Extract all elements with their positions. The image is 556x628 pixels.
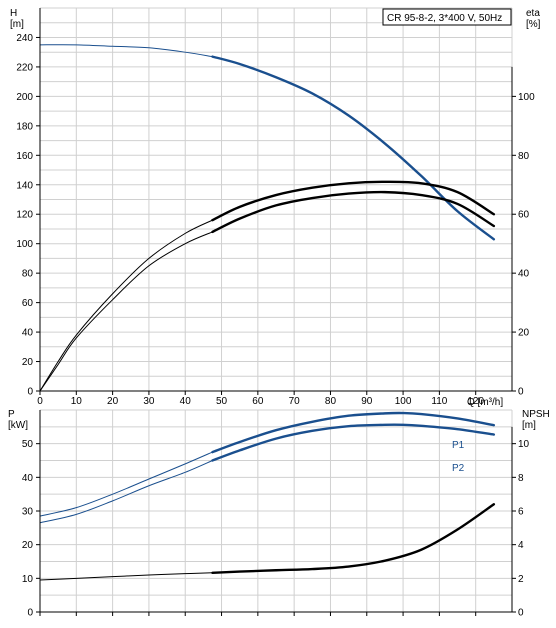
y-tick-label: 140 bbox=[16, 180, 33, 191]
x-tick-label: 100 bbox=[395, 396, 412, 407]
y-tick-label: 40 bbox=[22, 328, 34, 339]
eta-lower-curve-line bbox=[211, 190, 496, 234]
y-tick-label: 80 bbox=[22, 269, 34, 280]
npsh-tick-label: 2 bbox=[518, 574, 524, 585]
npsh-tick-label: 8 bbox=[518, 473, 524, 484]
npsh-tick-label: 4 bbox=[518, 540, 524, 551]
upper-series bbox=[39, 44, 496, 392]
series-label-p2: P2 bbox=[452, 463, 465, 474]
x-tick-label: 20 bbox=[107, 396, 119, 407]
lower-y2-label: NPSH [m] bbox=[522, 409, 550, 431]
x-tick-label: 90 bbox=[361, 396, 373, 407]
p-tick-label: 0 bbox=[27, 608, 33, 619]
series-label-p1: P1 bbox=[452, 440, 465, 451]
p-tick-label: 30 bbox=[22, 507, 34, 518]
title-box bbox=[382, 8, 512, 26]
p2-curve-line bbox=[211, 423, 496, 462]
y2-tick-label: 20 bbox=[518, 328, 530, 339]
x-tick-label: 30 bbox=[143, 396, 155, 407]
y-tick-label: 60 bbox=[22, 298, 34, 309]
npsh-tick-label: 6 bbox=[518, 507, 524, 518]
eta-lower-curve-thin bbox=[39, 231, 213, 392]
y2-tick-label: 80 bbox=[518, 151, 530, 162]
x-tick-label: 40 bbox=[180, 396, 192, 407]
npsh-curve-line bbox=[211, 503, 496, 574]
x-tick-label: 110 bbox=[431, 396, 447, 407]
y-tick-label: 160 bbox=[16, 151, 33, 162]
npsh-curve-thin bbox=[39, 572, 213, 581]
p1-curve-thin bbox=[39, 451, 213, 517]
lower-y-label: P [kW] bbox=[8, 409, 28, 431]
y-tick-label: 240 bbox=[16, 33, 33, 44]
p-tick-label: 10 bbox=[22, 574, 34, 585]
x-axis-label: Q [m³/h] bbox=[467, 397, 503, 408]
x-tick-label: 50 bbox=[216, 396, 228, 407]
x-tick-label: 70 bbox=[289, 396, 301, 407]
p1-curve-line bbox=[211, 411, 496, 454]
p-tick-label: 40 bbox=[22, 473, 34, 484]
npsh-tick-label: 0 bbox=[518, 608, 524, 619]
npsh-tick-label: 10 bbox=[518, 439, 530, 450]
lower-grid bbox=[40, 409, 513, 612]
x-tick-label: 80 bbox=[325, 396, 337, 407]
x-tick-label: 60 bbox=[252, 396, 264, 407]
y-tick-label: 100 bbox=[16, 239, 33, 250]
y-tick-label: 180 bbox=[16, 121, 33, 132]
head-curve-thin bbox=[39, 44, 213, 58]
y2-tick-label: 100 bbox=[518, 92, 535, 103]
axes bbox=[36, 8, 516, 616]
x-tick-label: 0 bbox=[37, 396, 43, 407]
y2-tick-label: 40 bbox=[518, 269, 530, 280]
p-tick-label: 50 bbox=[22, 439, 34, 450]
y-tick-label: 220 bbox=[16, 62, 33, 73]
eta-upper-curve-thin bbox=[39, 219, 213, 392]
y-tick-label: 200 bbox=[16, 92, 33, 103]
p-tick-label: 20 bbox=[22, 540, 34, 551]
chart-title: CR 95-8-2, 3*400 V, 50Hz bbox=[387, 13, 502, 24]
tick-labels: 0 10 20 30 40 50 60 70 80 90 100 110 120020406080100… bbox=[16, 33, 535, 619]
y-tick-label: 0 bbox=[27, 387, 33, 398]
y2-tick-label: 0 bbox=[518, 387, 524, 398]
x-tick-label: 10 bbox=[71, 396, 83, 407]
p2-curve-thin bbox=[39, 460, 213, 524]
eta-upper-curve-line bbox=[211, 180, 496, 222]
x-tick-label: 120 bbox=[467, 396, 484, 407]
y2-tick-label: 60 bbox=[518, 210, 530, 221]
upper-y2-label: eta [%] bbox=[526, 8, 541, 30]
y-tick-label: 120 bbox=[16, 210, 33, 221]
upper-y-label: H [m] bbox=[10, 8, 24, 30]
y-tick-label: 20 bbox=[22, 357, 34, 368]
lower-series bbox=[39, 411, 496, 581]
